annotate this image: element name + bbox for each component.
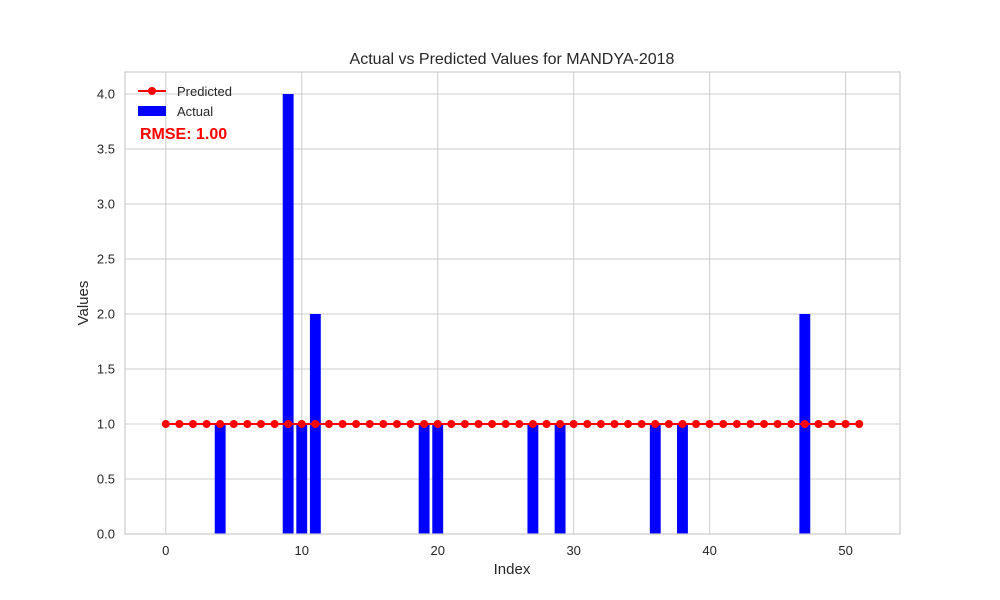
predicted-point — [583, 420, 592, 428]
x-tick-label: 20 — [430, 543, 444, 558]
predicted-point — [460, 420, 469, 428]
predicted-point — [352, 420, 361, 428]
predicted-point — [814, 420, 823, 428]
predicted-point — [787, 420, 796, 428]
predicted-point — [392, 420, 401, 428]
predicted-point — [365, 420, 374, 428]
legend-actual-swatch — [138, 106, 166, 116]
predicted-point — [447, 420, 456, 428]
x-tick-label: 40 — [702, 543, 716, 558]
predicted-point — [501, 420, 510, 428]
predicted-point — [664, 420, 673, 428]
predicted-point — [256, 420, 265, 428]
predicted-point — [651, 420, 660, 428]
predicted-point — [270, 420, 279, 428]
x-axis-label: Index — [494, 561, 531, 578]
x-tick-label: 30 — [566, 543, 580, 558]
x-tick-label: 50 — [838, 543, 852, 558]
predicted-point — [542, 420, 551, 428]
legend-predicted-marker — [148, 87, 156, 95]
rmse-annotation: RMSE: 1.00 — [140, 126, 227, 143]
y-tick-label: 0.0 — [97, 527, 115, 542]
predicted-point — [624, 420, 633, 428]
predicted-point — [515, 420, 524, 428]
predicted-point — [705, 420, 714, 428]
predicted-point — [311, 420, 320, 428]
y-tick-label: 2.5 — [97, 252, 115, 267]
y-tick-label: 1.5 — [97, 362, 115, 377]
y-tick-label: 2.0 — [97, 307, 115, 322]
predicted-point — [773, 420, 782, 428]
predicted-point — [596, 420, 605, 428]
tick-labels: 0 10 20 30 40 50 0.0 0.5 1.0 1.5 2.0 2.5 3.0 3.5 4.0 — [97, 87, 853, 559]
grid — [125, 72, 900, 535]
predicted-point — [216, 420, 225, 428]
y-tick-label: 4.0 — [97, 87, 115, 102]
predicted-point — [420, 420, 429, 428]
predicted-point — [760, 420, 769, 428]
x-tick-label: 0 — [162, 543, 169, 558]
y-tick-label: 3.5 — [97, 142, 115, 157]
y-tick-label: 0.5 — [97, 472, 115, 487]
predicted-point — [338, 420, 347, 428]
legend-actual-label: Actual — [177, 104, 213, 119]
predicted-point — [556, 420, 565, 428]
legend: Predicted Actual — [138, 84, 232, 119]
predicted-point — [746, 420, 755, 428]
predicted-point — [692, 420, 701, 428]
predicted-point — [284, 420, 293, 428]
predicted-point — [569, 420, 578, 428]
predicted-point — [433, 420, 442, 428]
legend-predicted-label: Predicted — [177, 84, 232, 99]
actual-bar — [554, 424, 566, 534]
predicted-point — [828, 420, 837, 428]
y-tick-label: 1.0 — [97, 417, 115, 432]
predicted-point — [637, 420, 646, 428]
actual-bar — [418, 424, 430, 534]
actual-bar — [649, 424, 661, 534]
predicted-point — [175, 420, 184, 428]
predicted-point — [841, 420, 850, 428]
actual-bar — [214, 424, 226, 534]
predicted-point — [161, 420, 170, 428]
predicted-point — [800, 420, 809, 428]
predicted-point — [406, 420, 415, 428]
predicted-line — [161, 420, 864, 428]
predicted-point — [324, 420, 333, 428]
predicted-point — [202, 420, 211, 428]
predicted-point — [488, 420, 497, 428]
predicted-point — [678, 420, 687, 428]
predicted-point — [732, 420, 741, 428]
predicted-point — [528, 420, 537, 428]
chart-title: Actual vs Predicted Values for MANDYA-20… — [350, 51, 675, 68]
predicted-point — [188, 420, 197, 428]
plot-background — [125, 72, 900, 534]
predicted-point — [855, 420, 864, 428]
actual-bar — [677, 424, 688, 534]
plot-frame — [124, 71, 901, 535]
predicted-point — [297, 420, 306, 428]
predicted-point — [229, 420, 238, 428]
predicted-point — [610, 420, 619, 428]
y-tick-label: 3.0 — [97, 197, 115, 212]
predicted-point — [719, 420, 728, 428]
actual-bar — [527, 424, 539, 534]
actual-bar — [432, 424, 444, 534]
x-tick-label: 10 — [295, 543, 309, 558]
predicted-point — [474, 420, 483, 428]
predicted-point — [379, 420, 388, 428]
predicted-point — [243, 420, 252, 428]
actual-bar — [282, 94, 294, 534]
y-axis-label: Values — [75, 281, 92, 326]
actual-bar — [296, 424, 308, 534]
